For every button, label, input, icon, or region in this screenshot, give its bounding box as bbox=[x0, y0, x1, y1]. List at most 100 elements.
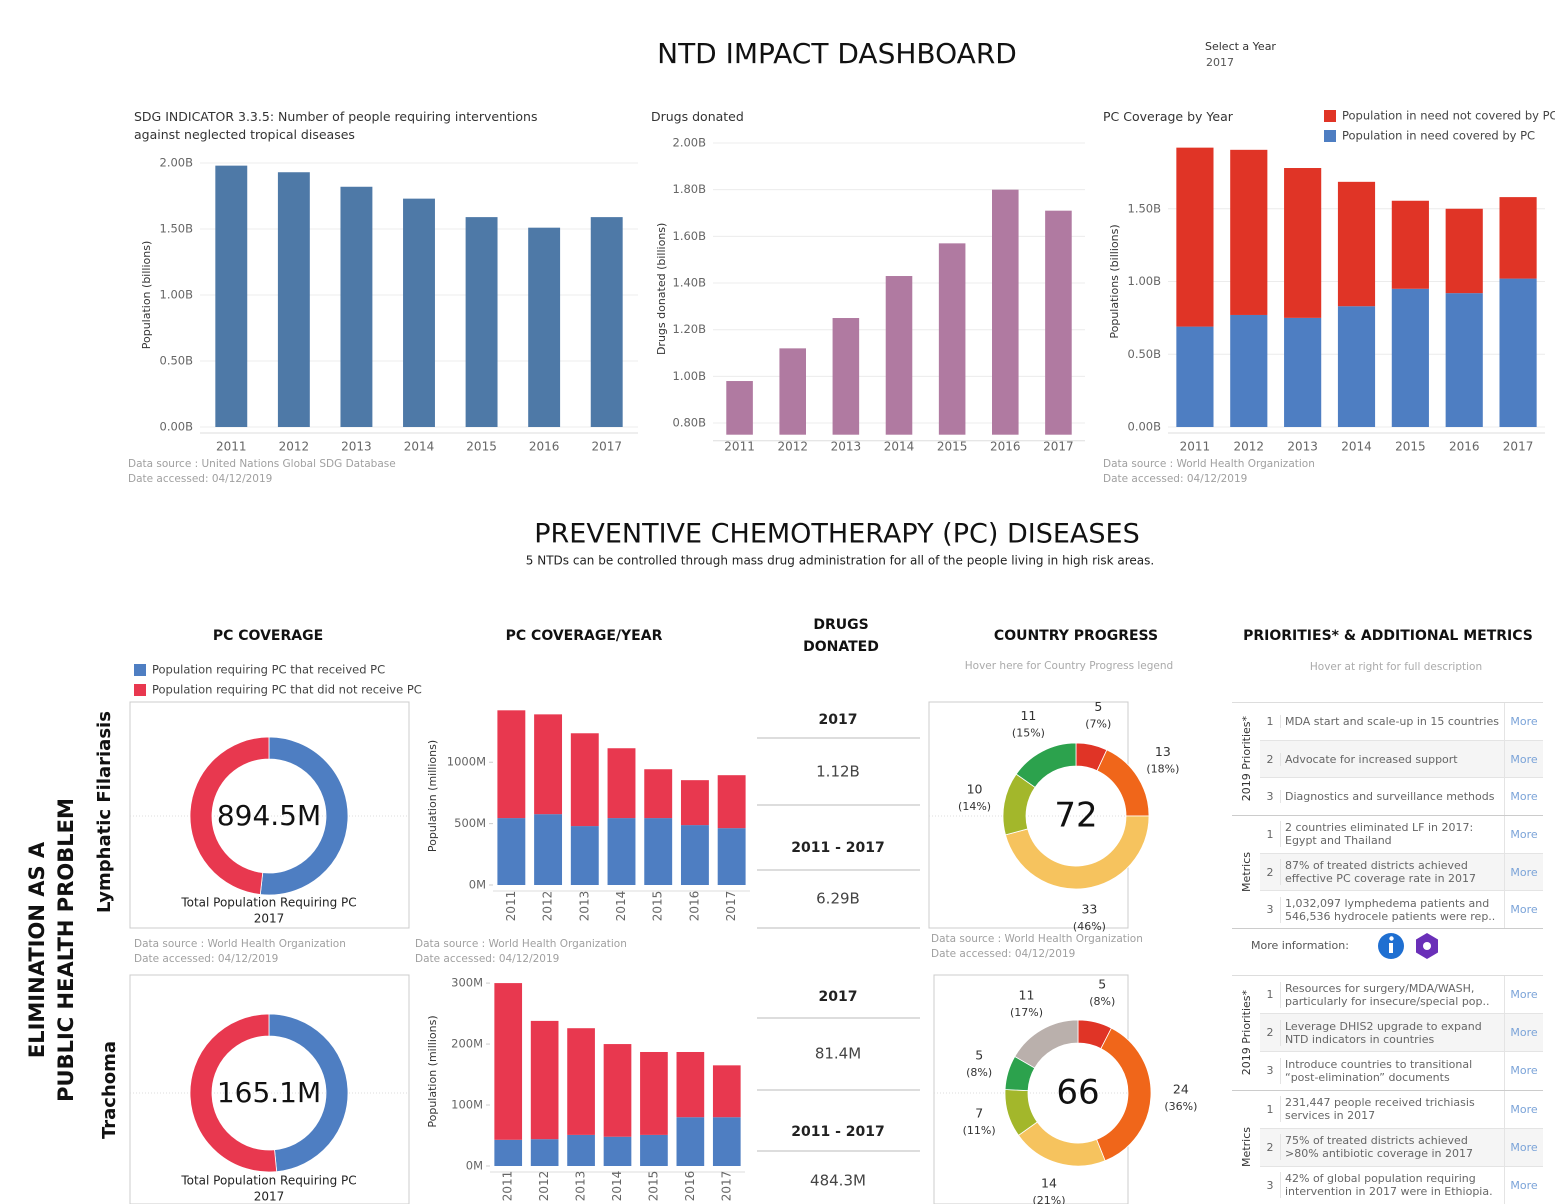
more-information-label: More information: bbox=[1251, 939, 1349, 952]
donut-segment bbox=[1017, 1121, 1106, 1167]
group-items: 1 231,447 people received trichiasis serv… bbox=[1260, 1090, 1543, 1204]
bar-segment bbox=[1445, 208, 1483, 294]
x-tick-label: 2014 bbox=[1341, 440, 1372, 454]
row-text: 75% of treated districts achieved >80% a… bbox=[1280, 1134, 1504, 1161]
row-text: MDA start and scale-up in 15 countries bbox=[1280, 714, 1504, 728]
row-number: 1 bbox=[1266, 714, 1274, 728]
hint[interactable]: Hover here for Country Progress legend bbox=[965, 660, 1173, 672]
center-label: 72 bbox=[1054, 796, 1097, 836]
group-label: Metrics bbox=[1239, 852, 1253, 892]
bar bbox=[215, 165, 248, 427]
table-row: 1 Resources for surgery/MDA/WASH, particu… bbox=[1260, 976, 1543, 1015]
bar bbox=[885, 276, 913, 435]
y-tick-label: 1000M bbox=[447, 755, 486, 769]
donut-segment bbox=[259, 736, 349, 896]
partner-icon[interactable] bbox=[1416, 933, 1438, 959]
data-source: Date accessed: 04/12/2019 bbox=[931, 948, 1075, 960]
panel-border bbox=[129, 701, 410, 929]
column-header: DONATED bbox=[803, 639, 879, 655]
bar-segment bbox=[676, 1117, 705, 1166]
more-link[interactable]: More bbox=[1504, 778, 1543, 816]
column-header: PRIORITIES* & ADDITIONAL METRICS bbox=[1243, 628, 1533, 644]
bar-segment bbox=[1391, 200, 1429, 289]
bar-segment bbox=[607, 748, 636, 819]
x-tick-label: 2016 bbox=[529, 440, 560, 454]
more-link[interactable]: More bbox=[1504, 703, 1543, 740]
more-link[interactable]: More bbox=[1504, 740, 1543, 778]
drugs-value: 81.4M bbox=[815, 1045, 861, 1063]
priorities-table: 2019 Priorities* 1 Resources for surgery/M… bbox=[1232, 975, 1543, 1204]
bar bbox=[340, 186, 373, 427]
table-row: 1 2 countries eliminated LF in 2017: Egyp… bbox=[1260, 816, 1543, 854]
row-text: Advocate for increased support bbox=[1280, 752, 1504, 766]
bar-segment bbox=[717, 828, 746, 885]
group-items: 1 Resources for surgery/MDA/WASH, particu… bbox=[1260, 976, 1543, 1090]
bar-segment bbox=[717, 775, 746, 829]
group-items: 1 MDA start and scale-up in 15 countries M… bbox=[1260, 703, 1543, 816]
bar-segment bbox=[603, 1136, 632, 1166]
bar bbox=[465, 217, 498, 427]
more-link[interactable]: More bbox=[1504, 976, 1543, 1014]
bar-segment bbox=[603, 1044, 632, 1137]
group-label-cell: 2019 Priorities* bbox=[1232, 976, 1260, 1090]
x-tick-label: 2013 bbox=[574, 1171, 588, 1202]
data-label-percent: (15%) bbox=[1012, 727, 1045, 740]
x-tick-label: 2012 bbox=[541, 891, 555, 922]
y-tick-label: 300M bbox=[451, 976, 483, 990]
donut-segment bbox=[1096, 749, 1150, 817]
legend-swatch bbox=[134, 684, 146, 696]
row-number: 1 bbox=[1266, 827, 1274, 841]
more-link[interactable]: More bbox=[1504, 891, 1543, 929]
group-label: 2019 Priorities* bbox=[1239, 990, 1253, 1076]
more-link[interactable]: More bbox=[1504, 1128, 1543, 1166]
data-label-percent: (11%) bbox=[963, 1124, 996, 1137]
data-label: 11 bbox=[1019, 987, 1035, 1002]
x-tick-label: 2012 bbox=[279, 440, 310, 454]
bar-segment bbox=[530, 1139, 559, 1166]
data-label-percent: (17%) bbox=[1010, 1006, 1043, 1019]
table-row: 3 Diagnostics and surveillance methods Mor… bbox=[1260, 778, 1543, 816]
y-tick-label: 200M bbox=[451, 1037, 483, 1051]
x-tick-label: 2016 bbox=[683, 1171, 697, 1202]
bar-segment bbox=[1284, 168, 1322, 318]
data-label: 5 bbox=[1094, 699, 1102, 714]
filter-value[interactable]: 2017 bbox=[1206, 56, 1234, 69]
x-tick-label: 2016 bbox=[1449, 440, 1480, 454]
data-label: 13 bbox=[1155, 744, 1171, 759]
y-tick-label: 2.00B bbox=[673, 136, 707, 150]
data-label: 33 bbox=[1081, 902, 1097, 917]
y-tick-label: 1.00B bbox=[673, 369, 707, 383]
data-label: 11 bbox=[1020, 708, 1036, 723]
more-link[interactable]: More bbox=[1504, 853, 1543, 891]
more-link[interactable]: More bbox=[1504, 1090, 1543, 1128]
table-group: 2019 Priorities* 1 MDA start and scale-up … bbox=[1232, 703, 1543, 816]
drugs-value: 484.3M bbox=[810, 1172, 866, 1190]
data-source: Date accessed: 04/12/2019 bbox=[1103, 473, 1247, 485]
y-axis-label: Population (millions) bbox=[426, 1015, 439, 1127]
table-row: 2 75% of treated districts achieved >80% … bbox=[1260, 1128, 1543, 1167]
bar bbox=[1045, 210, 1072, 435]
bar-segment bbox=[570, 826, 599, 885]
more-link[interactable]: More bbox=[1504, 1014, 1543, 1052]
more-link[interactable]: More bbox=[1504, 1166, 1543, 1204]
drugs-period: 2017 bbox=[819, 989, 858, 1005]
table-row: 2 Advocate for increased support More bbox=[1260, 740, 1543, 779]
data-label-percent: (18%) bbox=[1146, 763, 1179, 776]
drugs-period: 2011 - 2017 bbox=[791, 840, 885, 856]
donut-segment bbox=[1014, 1019, 1079, 1069]
table-row: 1 MDA start and scale-up in 15 countries M… bbox=[1260, 703, 1543, 741]
legend-label: Population requiring PC that did not rec… bbox=[152, 683, 422, 697]
y-axis-label: Drugs donated (billions) bbox=[655, 223, 668, 355]
data-source: Data source : World Health Organization bbox=[415, 938, 627, 950]
center-label: 165.1M bbox=[217, 1076, 321, 1109]
data-source: Data source : World Health Organization bbox=[1103, 458, 1315, 470]
y-tick-label: 0M bbox=[469, 878, 486, 892]
info-icon[interactable] bbox=[1378, 933, 1404, 959]
more-link[interactable]: More bbox=[1504, 816, 1543, 853]
bar bbox=[832, 318, 860, 435]
x-tick-label: 2017 bbox=[1503, 440, 1534, 454]
more-link[interactable]: More bbox=[1504, 1052, 1543, 1090]
data-label: 24 bbox=[1173, 1081, 1189, 1096]
x-tick-label: 2015 bbox=[646, 1171, 660, 1202]
